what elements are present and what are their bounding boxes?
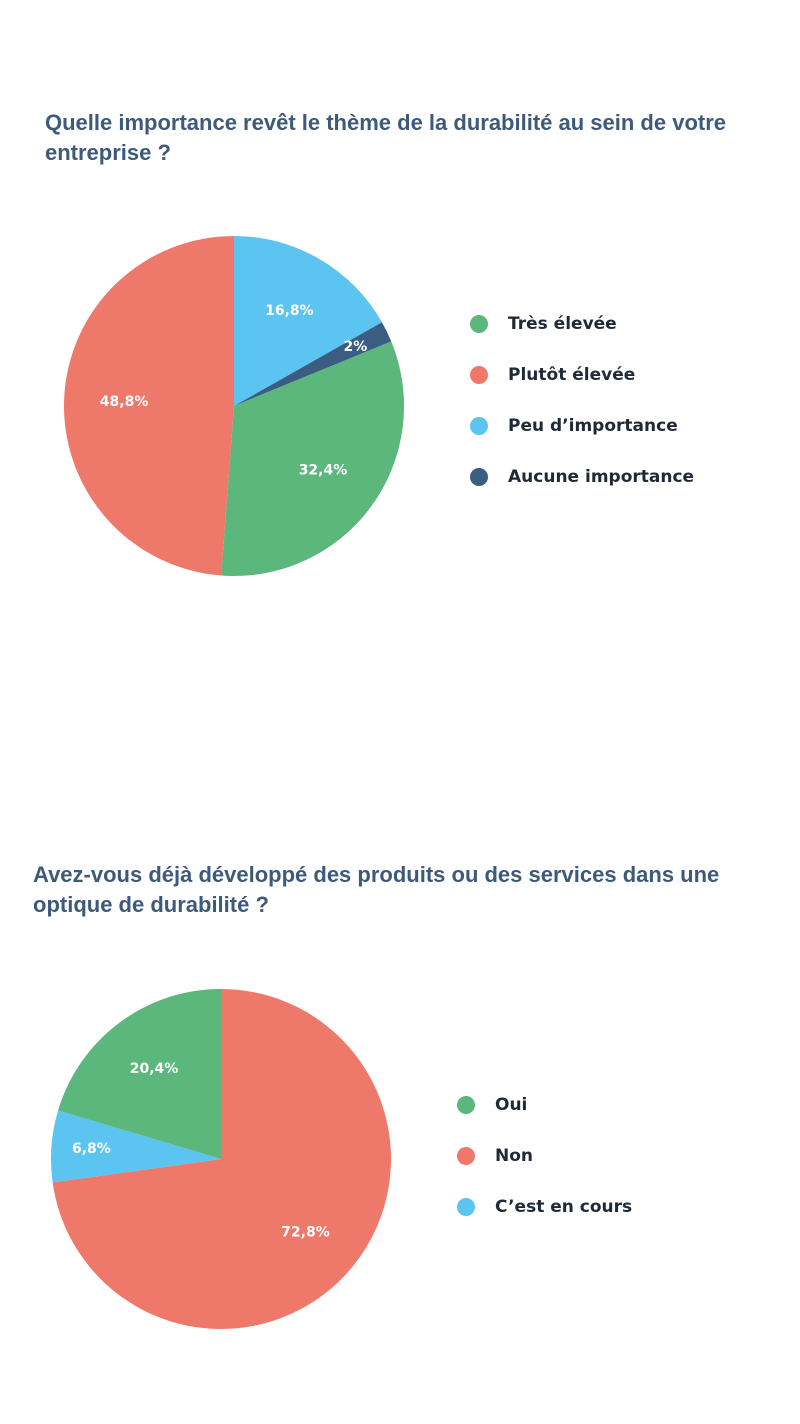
slice-label-peu-d-importance: 16,8% [265, 303, 314, 319]
legend-item-en-cours: C’est en cours [457, 1194, 632, 1245]
legend: Très élevée Plutôt élevée Peu d’importan… [470, 311, 694, 515]
chart-importance-durabilite: Quelle importance revêt le thème de la d… [0, 0, 800, 700]
legend-dot [457, 1096, 475, 1114]
legend-item-aucune-importance: Aucune importance [470, 464, 694, 515]
legend-label: Aucune importance [508, 467, 695, 487]
pie-slice-c-est-en-cours [50, 1110, 221, 1183]
pie-chart: 72,8% 6,8% 20,4% [50, 989, 392, 1329]
legend-item-non: Non [457, 1143, 632, 1194]
pie-slice-plutot-elevee [63, 236, 235, 576]
legend-label: Oui [495, 1095, 528, 1115]
pie-slice-non [52, 989, 392, 1329]
legend: Oui Non C’est en cours [457, 1092, 632, 1245]
legend-dot [470, 417, 488, 435]
legend-dot [470, 468, 488, 486]
legend-item-oui: Oui [457, 1092, 632, 1143]
pie-slice-peu-d-importance [234, 236, 382, 406]
legend-dot [457, 1147, 475, 1165]
legend-label: Non [495, 1146, 534, 1166]
legend-dot [470, 315, 488, 333]
slice-label-non: 72,8% [281, 1225, 330, 1241]
legend-item-tres-elevee: Très élevée [470, 311, 694, 362]
legend-item-peu-importance: Peu d’importance [470, 413, 694, 464]
slice-label-tres-elevee: 32,4% [299, 463, 348, 479]
legend-item-plutot-elevee: Plutôt élevée [470, 362, 694, 413]
legend-dot [457, 1198, 475, 1216]
legend-label: Peu d’importance [508, 416, 678, 436]
pie-slice-aucune-importance [234, 322, 392, 406]
pie-slice-tres-elevee [221, 341, 404, 577]
chart-title: Avez-vous déjà développé des produits ou… [33, 862, 720, 917]
chart-title: Quelle importance revêt le thème de la d… [45, 110, 727, 165]
legend-label: Très élevée [508, 314, 617, 334]
pie-chart: 16,8% 2% 32,4% 48,8% [63, 236, 404, 577]
legend-label: Plutôt élevée [508, 365, 636, 385]
slice-label-plutot-elevee: 48,8% [100, 394, 149, 410]
slice-label-oui: 20,4% [130, 1061, 179, 1077]
legend-label: C’est en cours [495, 1197, 633, 1217]
slice-label-c-est-en-cours: 6,8% [72, 1141, 111, 1157]
slice-label-aucune-importance: 2% [344, 339, 368, 355]
pie-slice-oui [58, 989, 221, 1159]
chart-produits-durables: Avez-vous déjà développé des produits ou… [0, 760, 800, 1400]
legend-dot [470, 366, 488, 384]
